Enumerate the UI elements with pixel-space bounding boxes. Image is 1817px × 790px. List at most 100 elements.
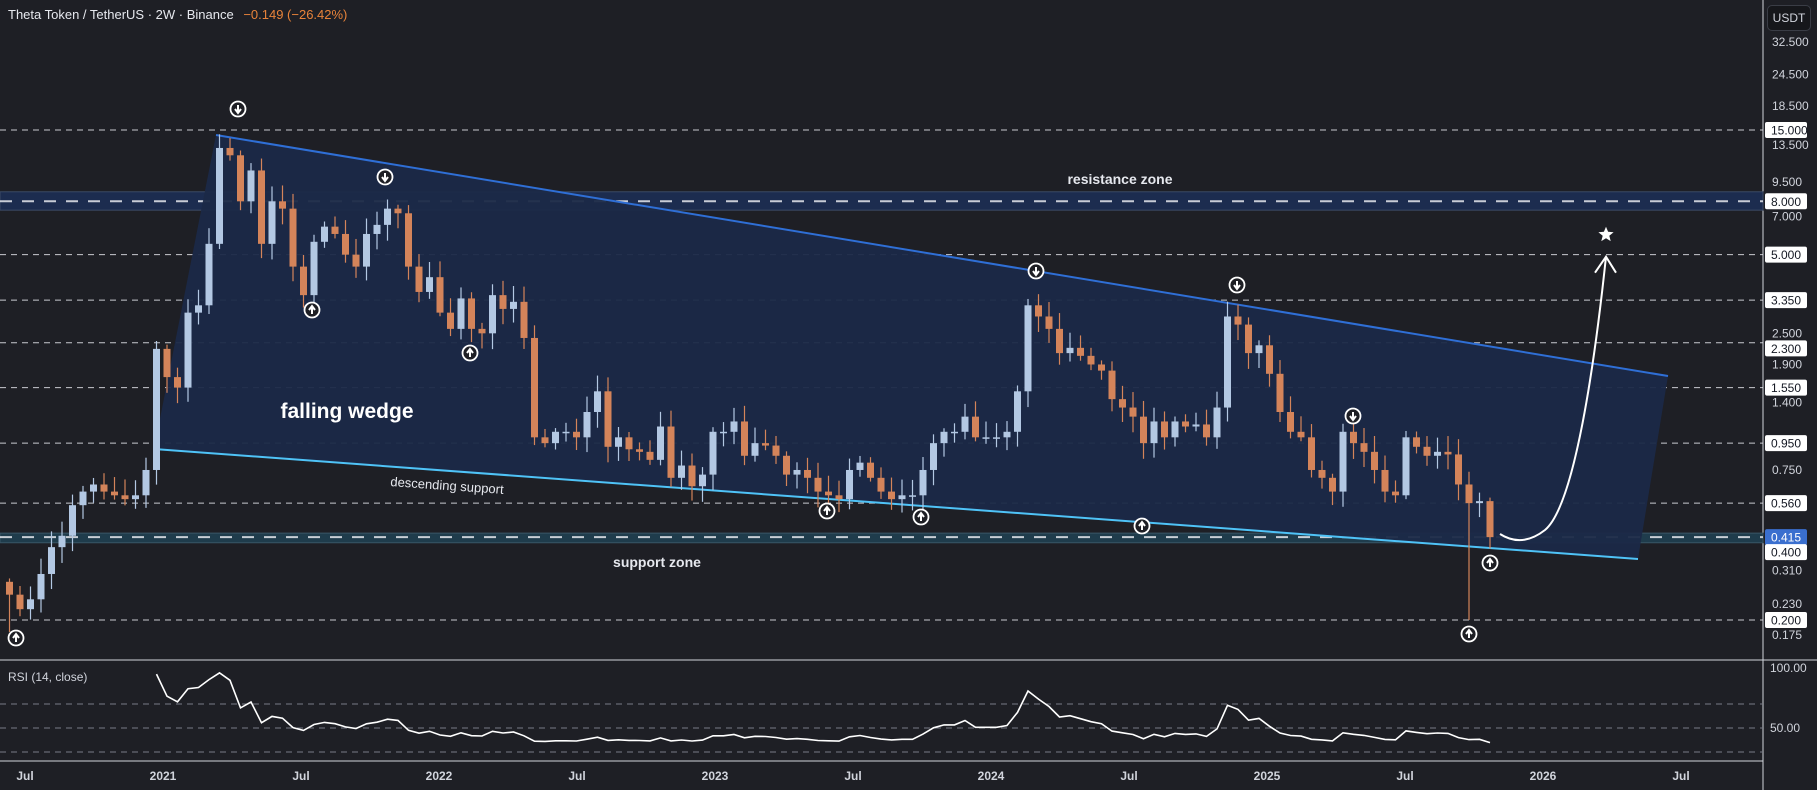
candle-body	[1245, 324, 1252, 354]
candle	[436, 261, 444, 317]
price-axis-label: 32.500	[1772, 35, 1809, 49]
candle	[1308, 424, 1315, 478]
candle-body	[1014, 391, 1021, 432]
currency-button[interactable]: USDT	[1767, 5, 1811, 31]
candle-body	[1129, 407, 1137, 417]
candle-body	[216, 147, 223, 244]
candle-body	[394, 208, 402, 214]
candle	[856, 455, 864, 477]
price-axis-label: 0.310	[1772, 563, 1802, 577]
level-badge-bg	[1765, 612, 1807, 628]
candle	[216, 134, 223, 250]
candle-body	[1035, 305, 1042, 317]
candle-body	[279, 201, 286, 209]
candle	[90, 477, 97, 503]
candle-body	[310, 241, 318, 296]
candle-body	[657, 426, 664, 460]
candle-body	[132, 495, 139, 500]
candle-body	[762, 443, 769, 446]
candle-body	[226, 147, 234, 156]
level-badge-bg	[1765, 544, 1807, 561]
falling-wedge-area	[154, 135, 1668, 559]
candle-body	[583, 412, 591, 438]
candle-body	[1045, 316, 1053, 329]
candle	[1056, 313, 1063, 365]
time-axis-label: 2021	[150, 769, 177, 783]
candle	[1297, 416, 1305, 442]
candle	[1476, 492, 1483, 518]
candle-body	[720, 431, 727, 434]
price-axis-label: 1.400	[1772, 396, 1802, 410]
candle	[6, 578, 13, 632]
candle-body	[814, 477, 822, 492]
candle-body	[1182, 421, 1189, 427]
candle-body	[741, 421, 748, 456]
candle	[804, 457, 811, 494]
candle-body	[48, 547, 55, 574]
price-axis-label: 0.175	[1772, 628, 1802, 642]
price-axis-label: 13.500	[1772, 138, 1809, 152]
candle-body	[1465, 484, 1473, 504]
time-axis-label: Jul	[1396, 769, 1413, 783]
candle	[730, 407, 738, 445]
last-price-badge: 0.415	[1771, 531, 1801, 545]
candle	[741, 405, 748, 466]
candle	[1276, 360, 1284, 423]
arrow-up-icon	[1486, 557, 1494, 567]
candle	[352, 238, 360, 278]
candle-body	[16, 594, 24, 610]
candle	[867, 457, 874, 482]
candle	[1014, 385, 1021, 447]
candle	[373, 211, 381, 250]
candle-body	[1350, 431, 1357, 444]
candle-body	[972, 416, 979, 438]
time-axis-label: Jul	[292, 769, 309, 783]
candle	[751, 427, 759, 462]
candle-body	[688, 465, 696, 487]
level-badge-bg	[1765, 435, 1807, 452]
candle	[1140, 400, 1147, 459]
level-badge: 15.000	[1771, 123, 1808, 137]
arrow-head-icon	[1594, 254, 1617, 274]
candle-body	[163, 348, 171, 378]
candle-body	[1329, 477, 1336, 492]
candle-body	[1161, 421, 1168, 438]
candle-body	[993, 437, 1000, 439]
candle	[583, 396, 591, 453]
candle	[279, 185, 286, 225]
level-badge: 3.350	[1771, 294, 1801, 308]
candle-body	[1192, 424, 1200, 427]
candle	[174, 367, 181, 404]
candle-body	[352, 254, 360, 267]
candle	[625, 432, 633, 461]
candle	[1413, 431, 1420, 454]
candle-body	[1266, 345, 1273, 374]
candle-body	[1318, 469, 1326, 478]
candle	[1024, 298, 1032, 408]
candle	[793, 462, 801, 489]
candle-body	[1234, 316, 1242, 325]
candle	[982, 421, 990, 444]
candle-body	[510, 301, 517, 309]
candle	[1224, 301, 1231, 422]
candle-body	[373, 224, 381, 234]
candle-body	[1024, 305, 1032, 392]
candle-body	[573, 431, 580, 438]
candle	[258, 158, 265, 259]
candle	[1350, 419, 1357, 459]
candle	[615, 427, 622, 461]
candle-body	[1371, 451, 1378, 470]
time-axis-label: Jul	[844, 769, 861, 783]
candle	[1455, 439, 1462, 501]
candle	[1171, 416, 1179, 447]
candle-body	[1392, 491, 1399, 496]
candle	[1434, 437, 1441, 469]
price-axis-label: 1.900	[1772, 357, 1802, 371]
candle	[205, 228, 213, 315]
candle	[1066, 332, 1074, 362]
candle	[426, 262, 433, 299]
candle-body	[468, 298, 475, 329]
candle-body	[730, 421, 738, 432]
candle-body	[1213, 407, 1221, 438]
